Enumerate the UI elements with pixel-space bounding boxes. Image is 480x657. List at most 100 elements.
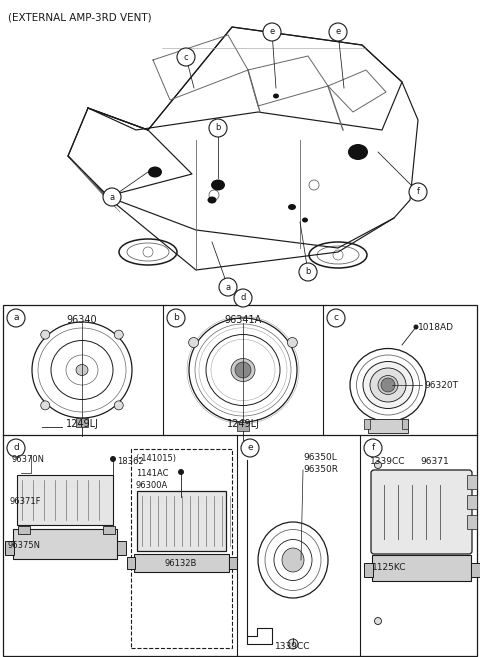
Text: 1141AC: 1141AC [136, 469, 168, 478]
Text: (-141015): (-141015) [135, 454, 176, 463]
Ellipse shape [211, 179, 225, 191]
Bar [229, 557, 237, 569]
Text: 1339CC: 1339CC [275, 642, 311, 651]
FancyBboxPatch shape [134, 554, 229, 572]
Bar [237, 422, 249, 431]
Circle shape [299, 263, 317, 281]
Text: 18362: 18362 [117, 457, 144, 466]
Bar [5, 541, 14, 555]
Circle shape [288, 338, 298, 348]
Text: 96340: 96340 [67, 315, 97, 325]
Text: c: c [334, 313, 338, 323]
Text: d: d [240, 294, 246, 302]
Ellipse shape [76, 365, 88, 376]
Text: d: d [13, 443, 19, 453]
Text: 96370N: 96370N [11, 455, 44, 464]
Ellipse shape [348, 144, 368, 160]
Ellipse shape [273, 93, 279, 99]
Ellipse shape [378, 376, 398, 394]
Circle shape [178, 469, 184, 475]
Circle shape [413, 325, 419, 330]
FancyBboxPatch shape [371, 470, 472, 554]
Circle shape [103, 188, 121, 206]
Ellipse shape [207, 196, 216, 204]
Bar [467, 495, 477, 509]
Ellipse shape [363, 361, 413, 409]
Text: 96350R: 96350R [303, 465, 338, 474]
Text: e: e [336, 28, 341, 37]
Bar [18, 526, 30, 534]
Text: c: c [184, 53, 188, 62]
Circle shape [409, 183, 427, 201]
Text: 96350L: 96350L [303, 453, 337, 462]
Bar [103, 526, 115, 534]
Text: 96341A: 96341A [224, 315, 262, 325]
Circle shape [41, 401, 50, 410]
Text: b: b [173, 313, 179, 323]
Bar [467, 475, 477, 489]
Text: 96300A: 96300A [136, 481, 168, 490]
Text: 96371F: 96371F [9, 497, 40, 507]
Circle shape [235, 362, 251, 378]
Circle shape [7, 439, 25, 457]
Ellipse shape [231, 359, 255, 382]
Circle shape [41, 330, 50, 339]
Text: a: a [13, 313, 19, 323]
Text: 96375N: 96375N [8, 541, 41, 549]
Circle shape [7, 309, 25, 327]
Ellipse shape [282, 548, 304, 572]
Bar [471, 563, 480, 577]
FancyBboxPatch shape [17, 475, 113, 525]
Text: a: a [109, 193, 115, 202]
Circle shape [110, 456, 116, 462]
Text: 1249LJ: 1249LJ [65, 419, 98, 429]
Circle shape [209, 119, 227, 137]
Circle shape [177, 48, 195, 66]
Ellipse shape [288, 204, 296, 210]
Text: a: a [226, 283, 230, 292]
Text: 1018AD: 1018AD [418, 323, 454, 332]
Text: f: f [417, 187, 420, 196]
Text: 1125KC: 1125KC [372, 564, 407, 572]
Circle shape [374, 618, 382, 625]
Circle shape [241, 439, 259, 457]
Text: f: f [372, 443, 374, 453]
Bar [117, 541, 126, 555]
Bar [364, 419, 370, 429]
Circle shape [263, 23, 281, 41]
Circle shape [234, 289, 252, 307]
Ellipse shape [302, 217, 308, 223]
Bar [364, 563, 373, 577]
FancyBboxPatch shape [372, 555, 471, 581]
Circle shape [114, 401, 123, 410]
Ellipse shape [370, 368, 406, 402]
Text: 96320T: 96320T [424, 380, 458, 390]
Circle shape [167, 309, 185, 327]
Circle shape [374, 461, 382, 468]
Circle shape [114, 330, 123, 339]
Text: b: b [305, 267, 311, 277]
Text: 1249LJ: 1249LJ [227, 419, 260, 429]
Circle shape [329, 23, 347, 41]
Circle shape [364, 439, 382, 457]
FancyBboxPatch shape [137, 491, 226, 551]
Bar [76, 418, 88, 427]
Text: e: e [269, 28, 275, 37]
Circle shape [327, 309, 345, 327]
Text: e: e [247, 443, 253, 453]
Bar [127, 557, 135, 569]
Bar [467, 515, 477, 529]
Circle shape [381, 378, 395, 392]
Text: 1339CC: 1339CC [370, 457, 406, 466]
Text: 96371: 96371 [420, 457, 449, 466]
Text: (EXTERNAL AMP-3RD VENT): (EXTERNAL AMP-3RD VENT) [8, 13, 152, 23]
Circle shape [189, 338, 199, 348]
FancyBboxPatch shape [13, 529, 117, 559]
Ellipse shape [148, 166, 162, 177]
Text: 96132B: 96132B [165, 558, 197, 568]
Bar [368, 419, 408, 433]
Bar [3, 305, 477, 656]
Circle shape [219, 278, 237, 296]
Text: b: b [216, 124, 221, 133]
Circle shape [238, 420, 248, 430]
